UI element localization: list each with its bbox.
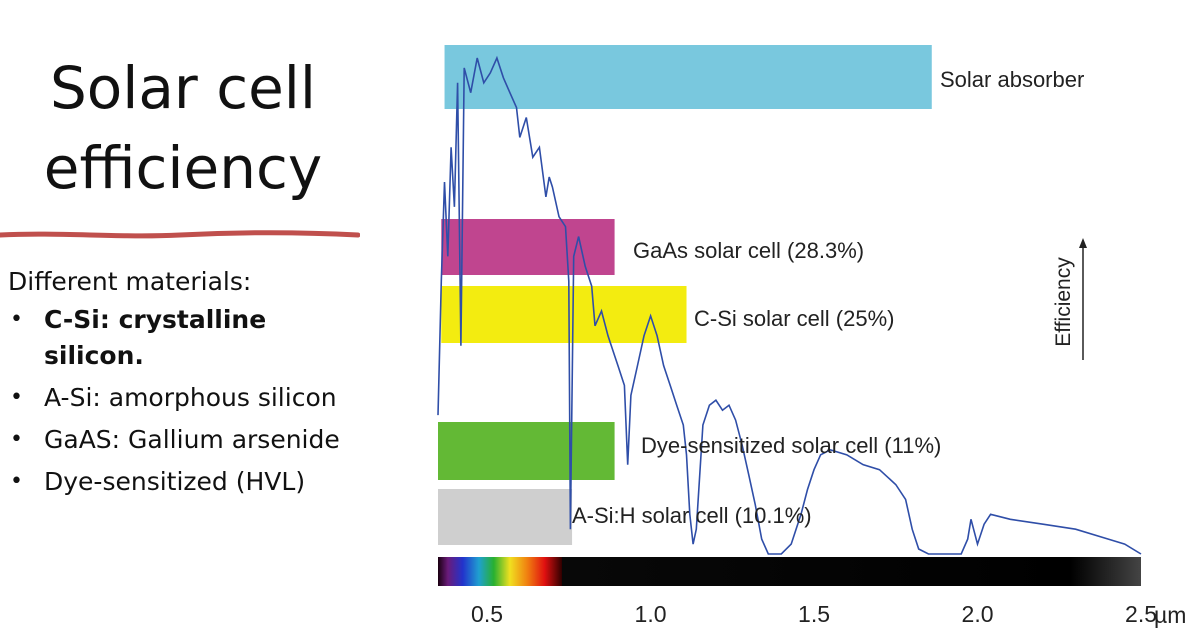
bullet-item: • Dye-sensitized (HVL) <box>8 464 368 500</box>
bullet-intro: Different materials: <box>8 267 252 296</box>
bullet-item: • A-Si: amorphous silicon <box>8 380 368 416</box>
efficiency-axis: Efficiency <box>1052 238 1087 360</box>
bullet-list: Different materials: • C-Si: crystalline… <box>8 264 368 506</box>
efficiency-bar <box>444 45 932 109</box>
bullet-glyph: • <box>10 385 23 410</box>
arrow-up-icon <box>1079 238 1087 248</box>
bullet-glyph: • <box>10 469 23 494</box>
efficiency-figure: Solar absorber GaAs solar cell (28.3%) C-S… <box>370 0 1202 638</box>
efficiency-chart: Solar absorber GaAs solar cell (28.3%) C-S… <box>437 45 1186 628</box>
efficiency-label: Efficiency <box>1052 257 1075 347</box>
title-underline <box>0 230 360 239</box>
x-axis-unit-label: µm <box>1154 602 1186 628</box>
title-line-2: efficiency <box>43 134 323 202</box>
bullet-item: • C-Si: crystalline silicon. <box>8 302 368 374</box>
bullet-item: • GaAS: Gallium arsenide <box>8 422 368 458</box>
bar-label: Dye-sensitized solar cell (11%) <box>641 433 941 458</box>
bar-label: A-Si:H solar cell (10.1%) <box>572 503 812 528</box>
bullet-text: A-Si: amorphous silicon <box>44 383 337 412</box>
bar-label: GaAs solar cell (28.3%) <box>633 238 864 263</box>
solar-spectrum-line <box>437 55 1142 555</box>
spectrum-strip-visible <box>438 557 562 586</box>
slide-title: Solar cell efficiency <box>0 48 366 208</box>
efficiency-bar <box>441 219 615 275</box>
x-tick-label: 1.5 <box>798 601 830 627</box>
x-tick-label: 2.0 <box>962 601 994 627</box>
efficiency-bar <box>441 286 687 343</box>
bullet-text: GaAS: Gallium arsenide <box>44 425 340 454</box>
efficiency-bar <box>438 489 573 545</box>
x-tick-label: 2.5 <box>1125 601 1157 627</box>
title-line-1: Solar cell <box>49 54 317 122</box>
x-tick-label: 1.0 <box>635 601 667 627</box>
bar-label: C-Si solar cell (25%) <box>694 306 895 331</box>
bullet-text: Dye-sensitized (HVL) <box>44 467 306 496</box>
bar-label: Solar absorber <box>940 67 1084 92</box>
bullet-glyph: • <box>10 427 23 452</box>
x-tick-label: 0.5 <box>471 601 503 627</box>
efficiency-bar <box>438 422 615 480</box>
bullet-glyph: • <box>10 307 23 332</box>
bullet-text: C-Si: crystalline silicon. <box>44 305 267 370</box>
